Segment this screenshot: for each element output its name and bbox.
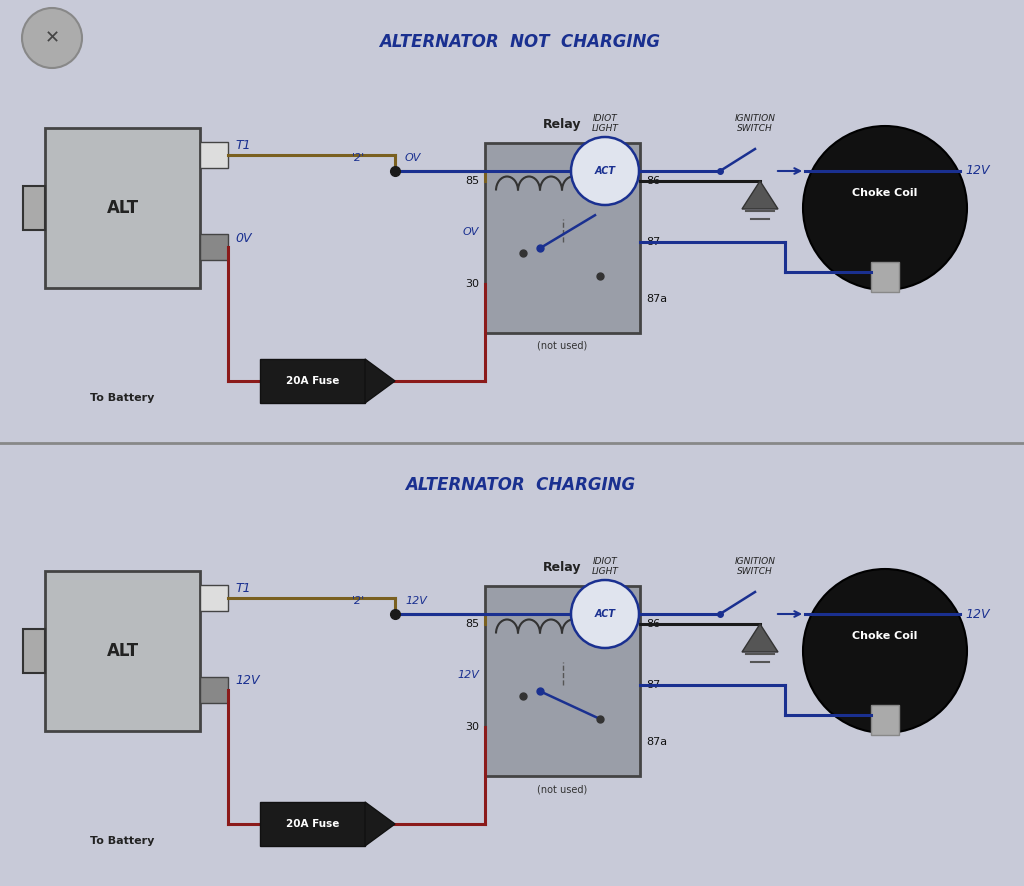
Text: Relay: Relay [544,118,582,131]
Text: 12V: 12V [965,608,989,620]
Polygon shape [365,359,395,403]
Text: 87: 87 [646,680,660,690]
Text: '2': '2' [352,596,365,606]
Polygon shape [365,802,395,846]
Text: ALTERNATOR  NOT  CHARGING: ALTERNATOR NOT CHARGING [380,33,660,51]
Bar [200,142,228,168]
Text: ACT: ACT [595,609,615,619]
Bar [260,359,365,403]
Text: Relay: Relay [544,561,582,574]
Circle shape [571,580,639,648]
Text: ALTERNATOR  CHARGING: ALTERNATOR CHARGING [404,476,635,494]
Text: OV: OV [406,153,421,163]
Bar [45,571,200,731]
Polygon shape [742,181,778,209]
Circle shape [803,126,967,290]
Text: T1: T1 [234,582,251,595]
Text: Choke Coil: Choke Coil [852,188,918,198]
Text: 85: 85 [465,176,479,186]
Text: Choke Coil: Choke Coil [852,631,918,641]
Text: 30: 30 [465,278,479,289]
Text: IGNITION
SWITCH: IGNITION SWITCH [734,113,775,133]
Circle shape [803,569,967,733]
Text: 87a: 87a [646,737,667,747]
Text: 12V: 12V [965,165,989,177]
Circle shape [571,137,639,205]
Bar [260,802,365,846]
Bar [45,128,200,288]
Text: ✕: ✕ [44,29,59,47]
Text: OV: OV [463,228,479,237]
Text: To Battery: To Battery [90,393,155,403]
Text: To Battery: To Battery [90,836,155,846]
Text: 85: 85 [465,619,479,629]
Text: 86: 86 [646,176,660,186]
Bar [23,629,45,673]
Text: 20A Fuse: 20A Fuse [286,376,339,386]
Bar [485,586,640,776]
Bar [200,677,228,703]
Text: T1: T1 [234,139,251,152]
Text: IGNITION
SWITCH: IGNITION SWITCH [734,556,775,576]
Bar [200,234,228,260]
Bar [200,585,228,611]
Text: 86: 86 [646,619,660,629]
Text: '2': '2' [352,153,365,163]
Text: 12V: 12V [406,596,427,606]
Text: ALT: ALT [106,642,138,660]
Circle shape [22,8,82,68]
Bar [871,262,899,292]
Text: (not used): (not used) [538,341,588,351]
Text: IDIOT
LIGHT: IDIOT LIGHT [592,113,618,133]
Text: ACT: ACT [595,166,615,176]
Text: 87: 87 [646,237,660,247]
Text: (not used): (not used) [538,784,588,794]
Text: 0V: 0V [234,231,252,245]
Text: 12V: 12V [457,671,479,680]
Text: 20A Fuse: 20A Fuse [286,819,339,829]
Text: 30: 30 [465,721,479,732]
Text: ALT: ALT [106,199,138,217]
Text: 87a: 87a [646,294,667,304]
Text: 12V: 12V [234,674,259,688]
Bar [485,143,640,333]
Bar [871,705,899,735]
Text: IDIOT
LIGHT: IDIOT LIGHT [592,556,618,576]
Bar [23,186,45,230]
Polygon shape [742,624,778,652]
